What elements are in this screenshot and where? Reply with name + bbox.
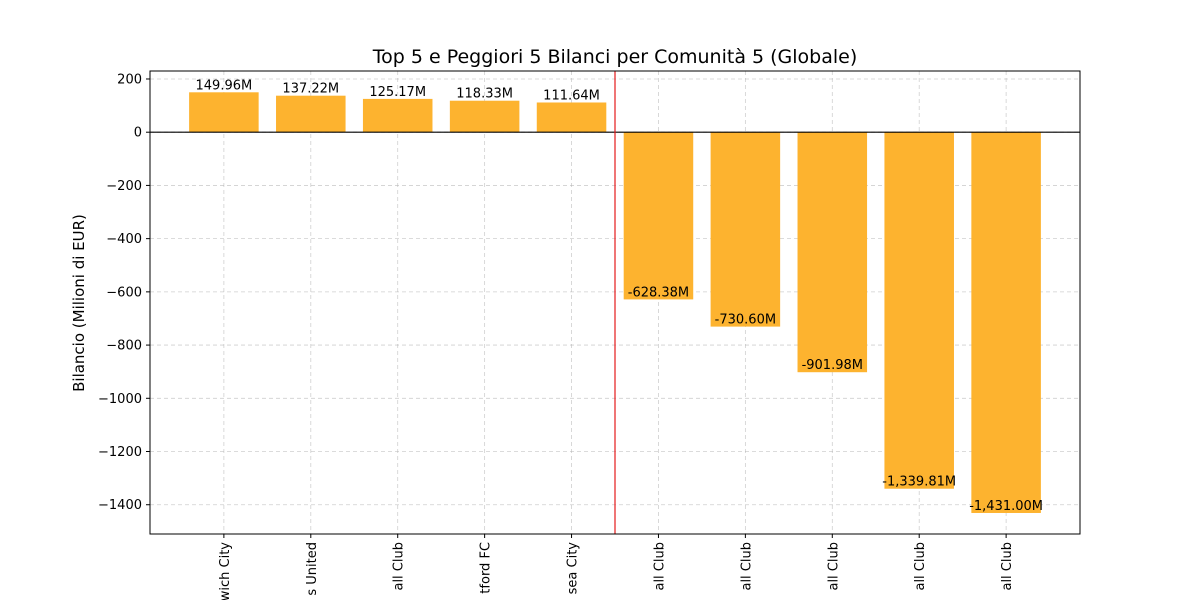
y-tick-label: −400 — [106, 232, 142, 247]
bar — [362, 98, 433, 133]
x-tick-label: s United — [305, 542, 320, 596]
bar-value-label: -730.60M — [715, 313, 776, 328]
x-tick-label: wich City — [218, 542, 233, 600]
x-tick-label: all Club — [392, 542, 407, 591]
bar — [276, 95, 346, 133]
bar — [189, 92, 259, 133]
bar-value-label: -901.98M — [802, 358, 863, 373]
y-axis-label: Bilancio (Milioni di EUR) — [70, 214, 88, 392]
bar — [797, 132, 868, 373]
x-tick-label: all Club — [652, 542, 667, 591]
bar-value-label: 149.96M — [196, 78, 253, 93]
reference-lines — [150, 71, 1080, 534]
y-tick-label: −1200 — [98, 445, 142, 460]
y-tick-label: −200 — [106, 179, 142, 194]
bar-value-label: 118.33M — [456, 87, 513, 102]
bar — [536, 102, 607, 133]
plot-frame — [149, 70, 1081, 535]
x-tick-label: all Club — [826, 542, 841, 591]
bar-value-label: -628.38M — [628, 285, 689, 300]
x-tick-label: tford FC — [479, 542, 494, 594]
x-tick-label: all Club — [913, 542, 928, 591]
y-tick-label: −800 — [106, 339, 142, 354]
bar — [710, 132, 781, 327]
bar — [884, 132, 954, 489]
x-tick-label: sea City — [566, 542, 581, 595]
bar-value-label: 125.17M — [369, 85, 426, 100]
bar-value-label: -1,339.81M — [882, 475, 956, 490]
chart-title: Top 5 e Peggiori 5 Bilanci per Comunità … — [372, 46, 858, 68]
bar — [623, 132, 694, 300]
bar — [971, 132, 1041, 513]
y-tick-label: 200 — [117, 72, 142, 87]
axes: 200 0 −200 −400 −600 −800 −1000 −1200 −1400 wich … — [98, 72, 1015, 600]
y-tick-label: −600 — [106, 285, 142, 300]
y-tick-label: 0 — [134, 126, 142, 141]
bar-value-label: -1,431.00M — [969, 499, 1043, 514]
bar-value-label: 137.22M — [282, 82, 339, 97]
y-tick-label: −1400 — [98, 498, 142, 513]
bar-value-label: 111.64M — [543, 88, 600, 103]
x-tick-label: all Club — [1000, 542, 1015, 591]
bar-labels: 149.96M 137.22M 125.17M 118.33M 111.64M -628.… — [196, 78, 1044, 514]
bars — [189, 92, 1041, 513]
x-tick-label: all Club — [739, 542, 754, 591]
y-tick-label: −1000 — [98, 392, 142, 407]
bar — [449, 100, 520, 133]
